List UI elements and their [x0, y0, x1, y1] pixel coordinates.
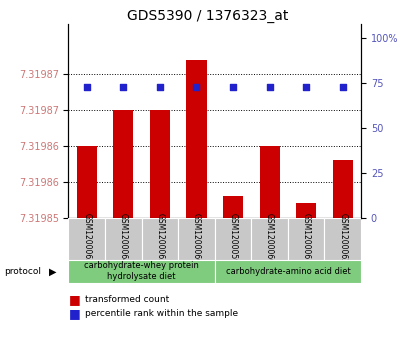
Bar — [333, 160, 353, 218]
Text: ■: ■ — [68, 307, 80, 321]
Text: ▶: ▶ — [49, 266, 56, 276]
Point — [120, 83, 127, 89]
Bar — [186, 60, 207, 218]
Text: GSM1200061: GSM1200061 — [302, 213, 311, 264]
Point — [83, 83, 90, 89]
Text: GSM1200063: GSM1200063 — [82, 213, 91, 264]
Text: carbohydrate-amino acid diet: carbohydrate-amino acid diet — [225, 267, 350, 276]
Bar — [215, 218, 251, 260]
Point — [303, 83, 310, 89]
Text: GSM1200065: GSM1200065 — [155, 213, 164, 264]
Bar — [223, 196, 243, 218]
Text: GDS5390 / 1376323_at: GDS5390 / 1376323_at — [127, 9, 288, 23]
Bar — [68, 260, 215, 283]
Text: GSM1200066: GSM1200066 — [192, 213, 201, 264]
Text: protocol: protocol — [4, 267, 41, 276]
Point — [339, 83, 346, 89]
Text: GSM1200064: GSM1200064 — [119, 213, 128, 264]
Point — [266, 83, 273, 89]
Bar — [105, 218, 142, 260]
Text: percentile rank within the sample: percentile rank within the sample — [85, 310, 238, 318]
Bar — [150, 110, 170, 218]
Bar — [113, 110, 133, 218]
Bar — [178, 218, 215, 260]
Text: carbohydrate-whey protein
hydrolysate diet: carbohydrate-whey protein hydrolysate di… — [84, 261, 199, 281]
Bar — [296, 203, 316, 218]
Bar — [142, 218, 178, 260]
Bar — [68, 218, 105, 260]
Text: transformed count: transformed count — [85, 295, 169, 304]
Text: GSM1200060: GSM1200060 — [265, 213, 274, 264]
Bar — [325, 218, 361, 260]
Point — [230, 83, 237, 89]
Bar — [215, 260, 361, 283]
Text: GSM1200059: GSM1200059 — [229, 213, 237, 264]
Bar — [288, 218, 325, 260]
Point — [156, 83, 163, 89]
Point — [193, 83, 200, 89]
Text: GSM1200062: GSM1200062 — [338, 213, 347, 264]
Text: ■: ■ — [68, 293, 80, 306]
Bar — [251, 218, 288, 260]
Bar — [259, 146, 280, 218]
Bar — [77, 146, 97, 218]
